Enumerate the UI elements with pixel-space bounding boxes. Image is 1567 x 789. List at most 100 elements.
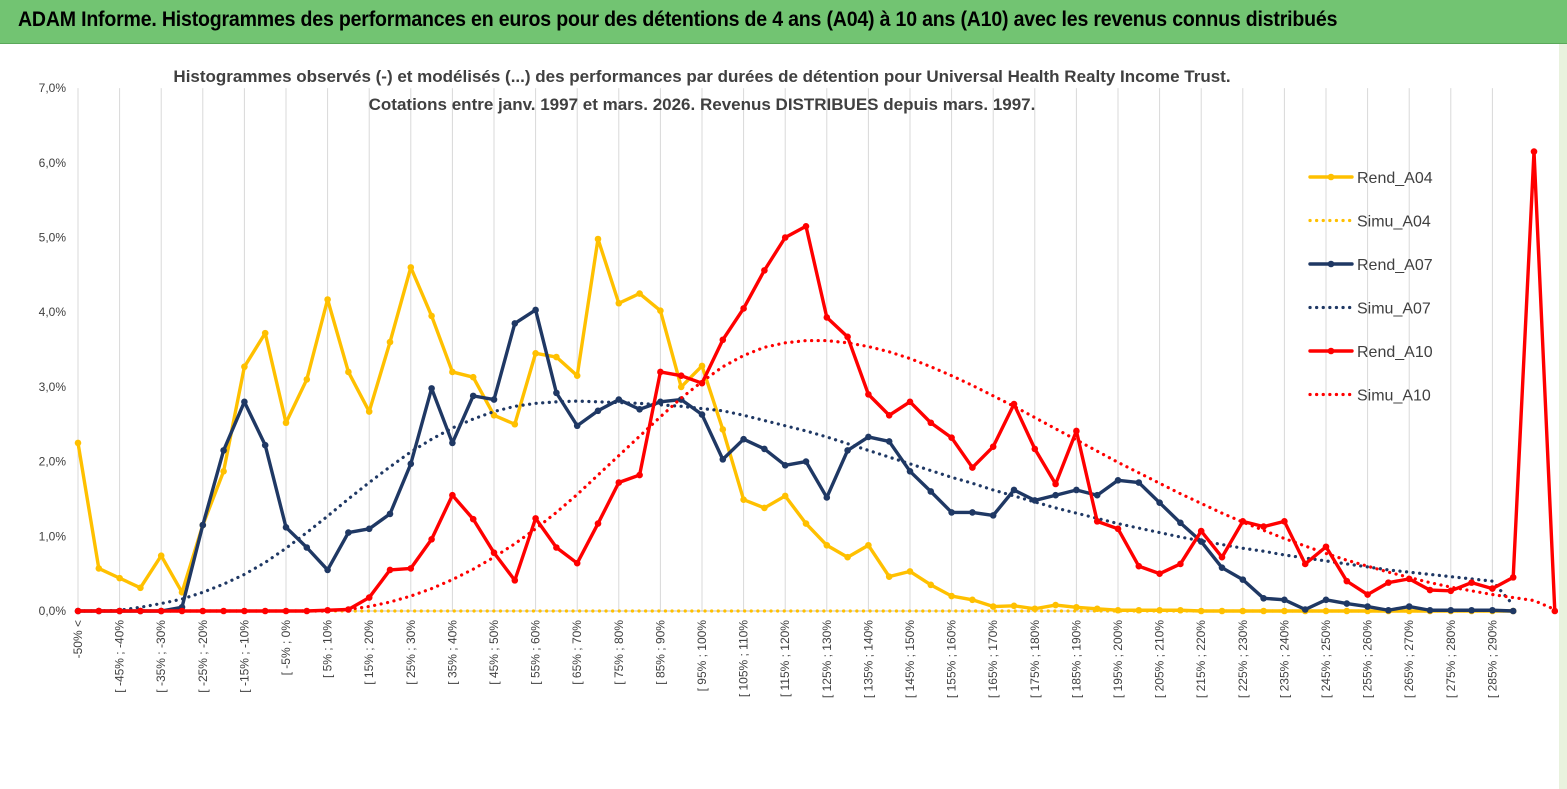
rend-a10-point [1343, 577, 1351, 585]
simu-a07-legend-label: Simu_A07 [1357, 301, 1431, 318]
rend-a04-point [74, 439, 82, 447]
rend-a10-point [1197, 527, 1205, 535]
rend-a10-point [781, 234, 789, 241]
rend-a07-point [906, 468, 914, 475]
rend-a04-point [345, 368, 352, 376]
rend-a04-point [303, 376, 311, 383]
rend-a10-point [719, 336, 727, 344]
rend-a04-point [282, 419, 290, 427]
x-tick-label: -50% < [71, 620, 85, 658]
rend-a10-point [1031, 445, 1039, 453]
x-tick-label: [ 145% ; 150% [903, 620, 917, 698]
rend-a07-point [261, 441, 269, 449]
rend-a04-point [1239, 607, 1247, 615]
rend-a07-point [1135, 479, 1143, 486]
y-axis-ticks: 0,0% 1,0% 2,0% 3,0% 4,0% 5,0% 6,0% 7,0% [39, 81, 67, 618]
y-tick-label: 0,0% [39, 604, 67, 618]
rend-a10-point [1364, 591, 1371, 598]
simu-a04-legend-label: Simu_A04 [1357, 214, 1431, 231]
rend-a10-point [1260, 523, 1267, 530]
chart-title: Histogrammes observés (-) et modélisés (… [173, 67, 1230, 86]
rend-a10-point [1010, 400, 1018, 408]
rend-a07-point [428, 385, 435, 392]
rend-a07-point [636, 406, 643, 413]
rend-a10-point [449, 491, 456, 499]
rend-a10-point [428, 535, 435, 543]
rend-a04-point [137, 584, 144, 592]
rend-a07-point [241, 398, 248, 406]
rend-a10-point [989, 443, 997, 450]
rend-a10-point [1177, 560, 1184, 568]
rend-a07-point [1385, 606, 1392, 614]
rend-a10-point [761, 267, 768, 274]
rend-a07-point [615, 396, 623, 403]
rend-a07-point [1260, 595, 1267, 602]
rend-a10-point [1281, 518, 1288, 525]
rend-a04-point [636, 290, 643, 297]
rend-a07-point [1052, 491, 1059, 499]
legend: Rend_A04 Simu_A04 Rend_A07 Simu_A07 Rend_A10… [1308, 170, 1433, 405]
rend-a10-point [303, 607, 311, 615]
rend-a04-point [885, 573, 893, 580]
rend-a07-point [1177, 519, 1184, 527]
rend-a07-point [1343, 600, 1351, 607]
x-tick-label: [ 95% ; 100% [695, 620, 709, 692]
rend-a07-point [885, 438, 893, 445]
rend-a07-point [740, 435, 747, 443]
rend-a07-point [1447, 606, 1455, 614]
rend-a10-point [1052, 480, 1059, 488]
x-tick-label: [ 5% ; 10% [321, 620, 335, 678]
rend-a10-point [1093, 518, 1101, 525]
x-tick-label: [ 85% ; 90% [653, 620, 667, 685]
x-tick-label: [ 165% ; 170% [986, 620, 1000, 698]
rend-a07-line [76, 308, 1515, 613]
rend-a04-point [324, 296, 331, 303]
rend-a10-point [1530, 148, 1538, 155]
x-tick-label: [ -35% ; -30% [154, 620, 168, 693]
rend-a07-point [532, 306, 539, 314]
rend-a10-point [1489, 585, 1496, 592]
rend-a04-point [615, 299, 623, 307]
rend-a10-point [261, 607, 269, 615]
x-tick-label: [ 55% ; 60% [529, 620, 543, 685]
rend-a10-point [1322, 543, 1330, 551]
rend-a04-point [157, 552, 165, 560]
rend-a07-point [1426, 606, 1434, 614]
rend-a07-point [365, 525, 373, 533]
rend-a07-point [1322, 596, 1330, 604]
y-tick-label: 4,0% [39, 305, 67, 319]
simu-a10-legend-label: Simu_A10 [1357, 388, 1431, 405]
rend-a04-point [865, 541, 872, 549]
rend-a07-legend-label: Rend_A07 [1357, 257, 1433, 274]
rend-a10-point [1135, 562, 1143, 570]
x-tick-label: [ -45% ; -40% [113, 620, 127, 693]
rend-a04-point [698, 362, 706, 370]
rend-a10-point [844, 333, 851, 341]
rend-a04-point [594, 235, 602, 243]
rend-a04-line [76, 237, 1515, 613]
rend-a04-point [469, 373, 477, 381]
rend-a07-point [719, 456, 727, 463]
rend-a07-point [1468, 606, 1475, 614]
rend-a07-point [1364, 603, 1371, 610]
x-tick-label: [ 255% ; 260% [1361, 620, 1375, 698]
rend-a10-point [1301, 560, 1309, 568]
rend-a10-point [615, 479, 623, 486]
rend-a07-point [324, 566, 331, 574]
rend-a04-point [677, 383, 685, 391]
rend-a10-point [906, 398, 914, 406]
rend-a10-point [1156, 570, 1163, 577]
rend-a04-point [906, 568, 914, 575]
rend-a04-point [553, 353, 560, 361]
rend-a10-point [865, 391, 872, 398]
x-tick-label: [ 75% ; 80% [612, 620, 626, 685]
x-tick-label: [ 185% ; 190% [1069, 620, 1083, 698]
rend-a04-point [220, 468, 227, 475]
rend-a04-point [781, 492, 789, 500]
rend-a10-point [282, 607, 290, 615]
rend-a10-point [1447, 587, 1455, 595]
rend-a04-point [386, 338, 394, 346]
rend-a07-point [1010, 486, 1018, 494]
y-tick-label: 2,0% [39, 455, 67, 469]
rend-a04-point [241, 363, 248, 371]
